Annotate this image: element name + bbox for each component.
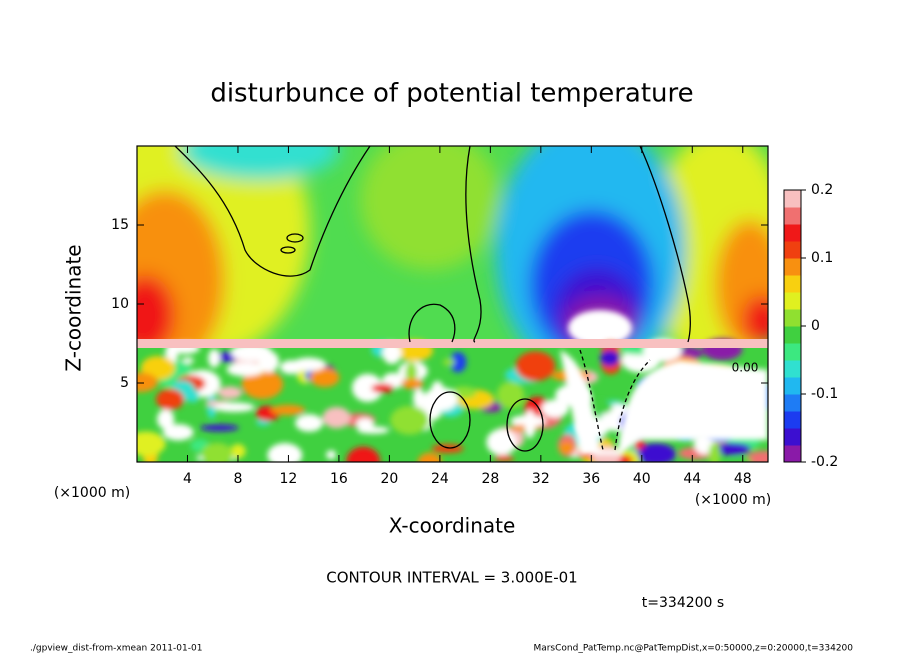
footer-left: ./gpview_dist-from-xmean 2011-01-01 [30, 644, 202, 654]
y-unit: (×1000 m) [54, 485, 130, 501]
colorbar-tick-label: 0 [811, 318, 820, 334]
colorbar-swatch [784, 207, 801, 225]
colorbar-tick-label: 0.1 [811, 250, 833, 266]
x-unit: (×1000 m) [695, 492, 771, 508]
y-tick-label: 5 [120, 375, 129, 391]
field [137, 146, 768, 462]
x-tick-label: 48 [734, 471, 752, 487]
y-tick-label: 10 [111, 296, 129, 312]
colorbar-tick-label: 0.2 [811, 182, 833, 198]
y-tick-label: 15 [111, 217, 129, 233]
colorbar-swatch [784, 343, 801, 361]
x-tick-label: 44 [683, 471, 701, 487]
colorbar-swatch [784, 445, 801, 463]
colorbar-tick-label: -0.1 [811, 386, 838, 402]
colorbar-swatch [784, 411, 801, 429]
contour-label: 0.00 [732, 361, 759, 375]
colorbar-swatch [784, 360, 801, 378]
time-label: t=334200 s [642, 595, 724, 611]
x-tick-label: 20 [380, 471, 398, 487]
x-axis-label: X-coordinate [389, 514, 516, 538]
chart-title: disturbunce of potential temperature [210, 79, 693, 109]
footer-right: MarsCond_PatTemp.nc@PatTempDist,x=0:5000… [533, 644, 853, 654]
y-axis-label: Z-coordinate [62, 244, 86, 371]
x-tick-label: 40 [633, 471, 651, 487]
x-tick-label: 8 [233, 471, 242, 487]
x-tick-label: 28 [481, 471, 499, 487]
x-tick-label: 12 [280, 471, 298, 487]
x-tick-label: 24 [431, 471, 449, 487]
x-tick-label: 4 [183, 471, 192, 487]
x-tick-label: 32 [532, 471, 550, 487]
colorbar-swatch [784, 258, 801, 276]
contour-interval: CONTOUR INTERVAL = 3.000E-01 [326, 569, 577, 587]
colorbar-swatch [784, 292, 801, 310]
x-tick-label: 36 [582, 471, 600, 487]
colorbar-swatch [784, 190, 801, 208]
colorbar-swatch [784, 224, 801, 242]
colorbar-swatch [784, 275, 801, 293]
colorbar-swatch [784, 377, 801, 395]
colorbar-swatch [784, 309, 801, 327]
colorbar-swatch [784, 428, 801, 446]
colorbar-swatch [784, 394, 801, 412]
x-tick-label: 16 [330, 471, 348, 487]
colorbar-swatch [784, 326, 801, 344]
colorbar-swatch [784, 241, 801, 259]
colorbar-tick-label: -0.2 [811, 454, 838, 470]
